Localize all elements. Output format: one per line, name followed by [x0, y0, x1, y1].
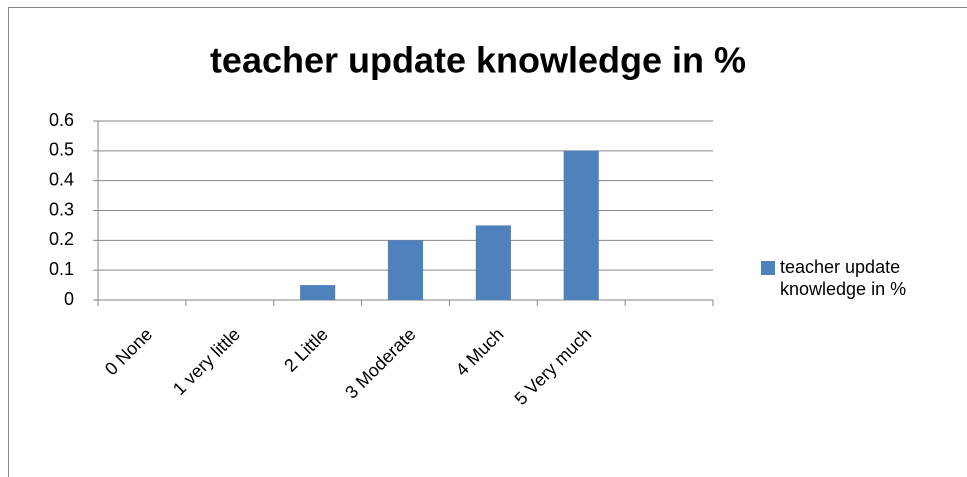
bar — [475, 225, 511, 300]
bar — [300, 285, 336, 300]
chart-title: teacher update knowledge in % — [210, 40, 746, 81]
bar — [563, 150, 599, 300]
y-tick-label: 0.1 — [49, 259, 74, 279]
legend-swatch — [761, 261, 775, 275]
legend-label: teacher update knowledge in % — [780, 257, 907, 299]
legend-item: teacher update knowledge in % — [780, 257, 907, 299]
y-tick-label: 0 — [64, 289, 74, 309]
y-tick-label: 0.3 — [49, 199, 74, 219]
bar — [387, 240, 424, 300]
y-tick-label: 0.2 — [49, 229, 74, 249]
y-tick-label: 0.5 — [49, 140, 74, 160]
y-tick-label: 0.6 — [49, 110, 74, 130]
y-tick-label: 0.4 — [49, 169, 74, 189]
